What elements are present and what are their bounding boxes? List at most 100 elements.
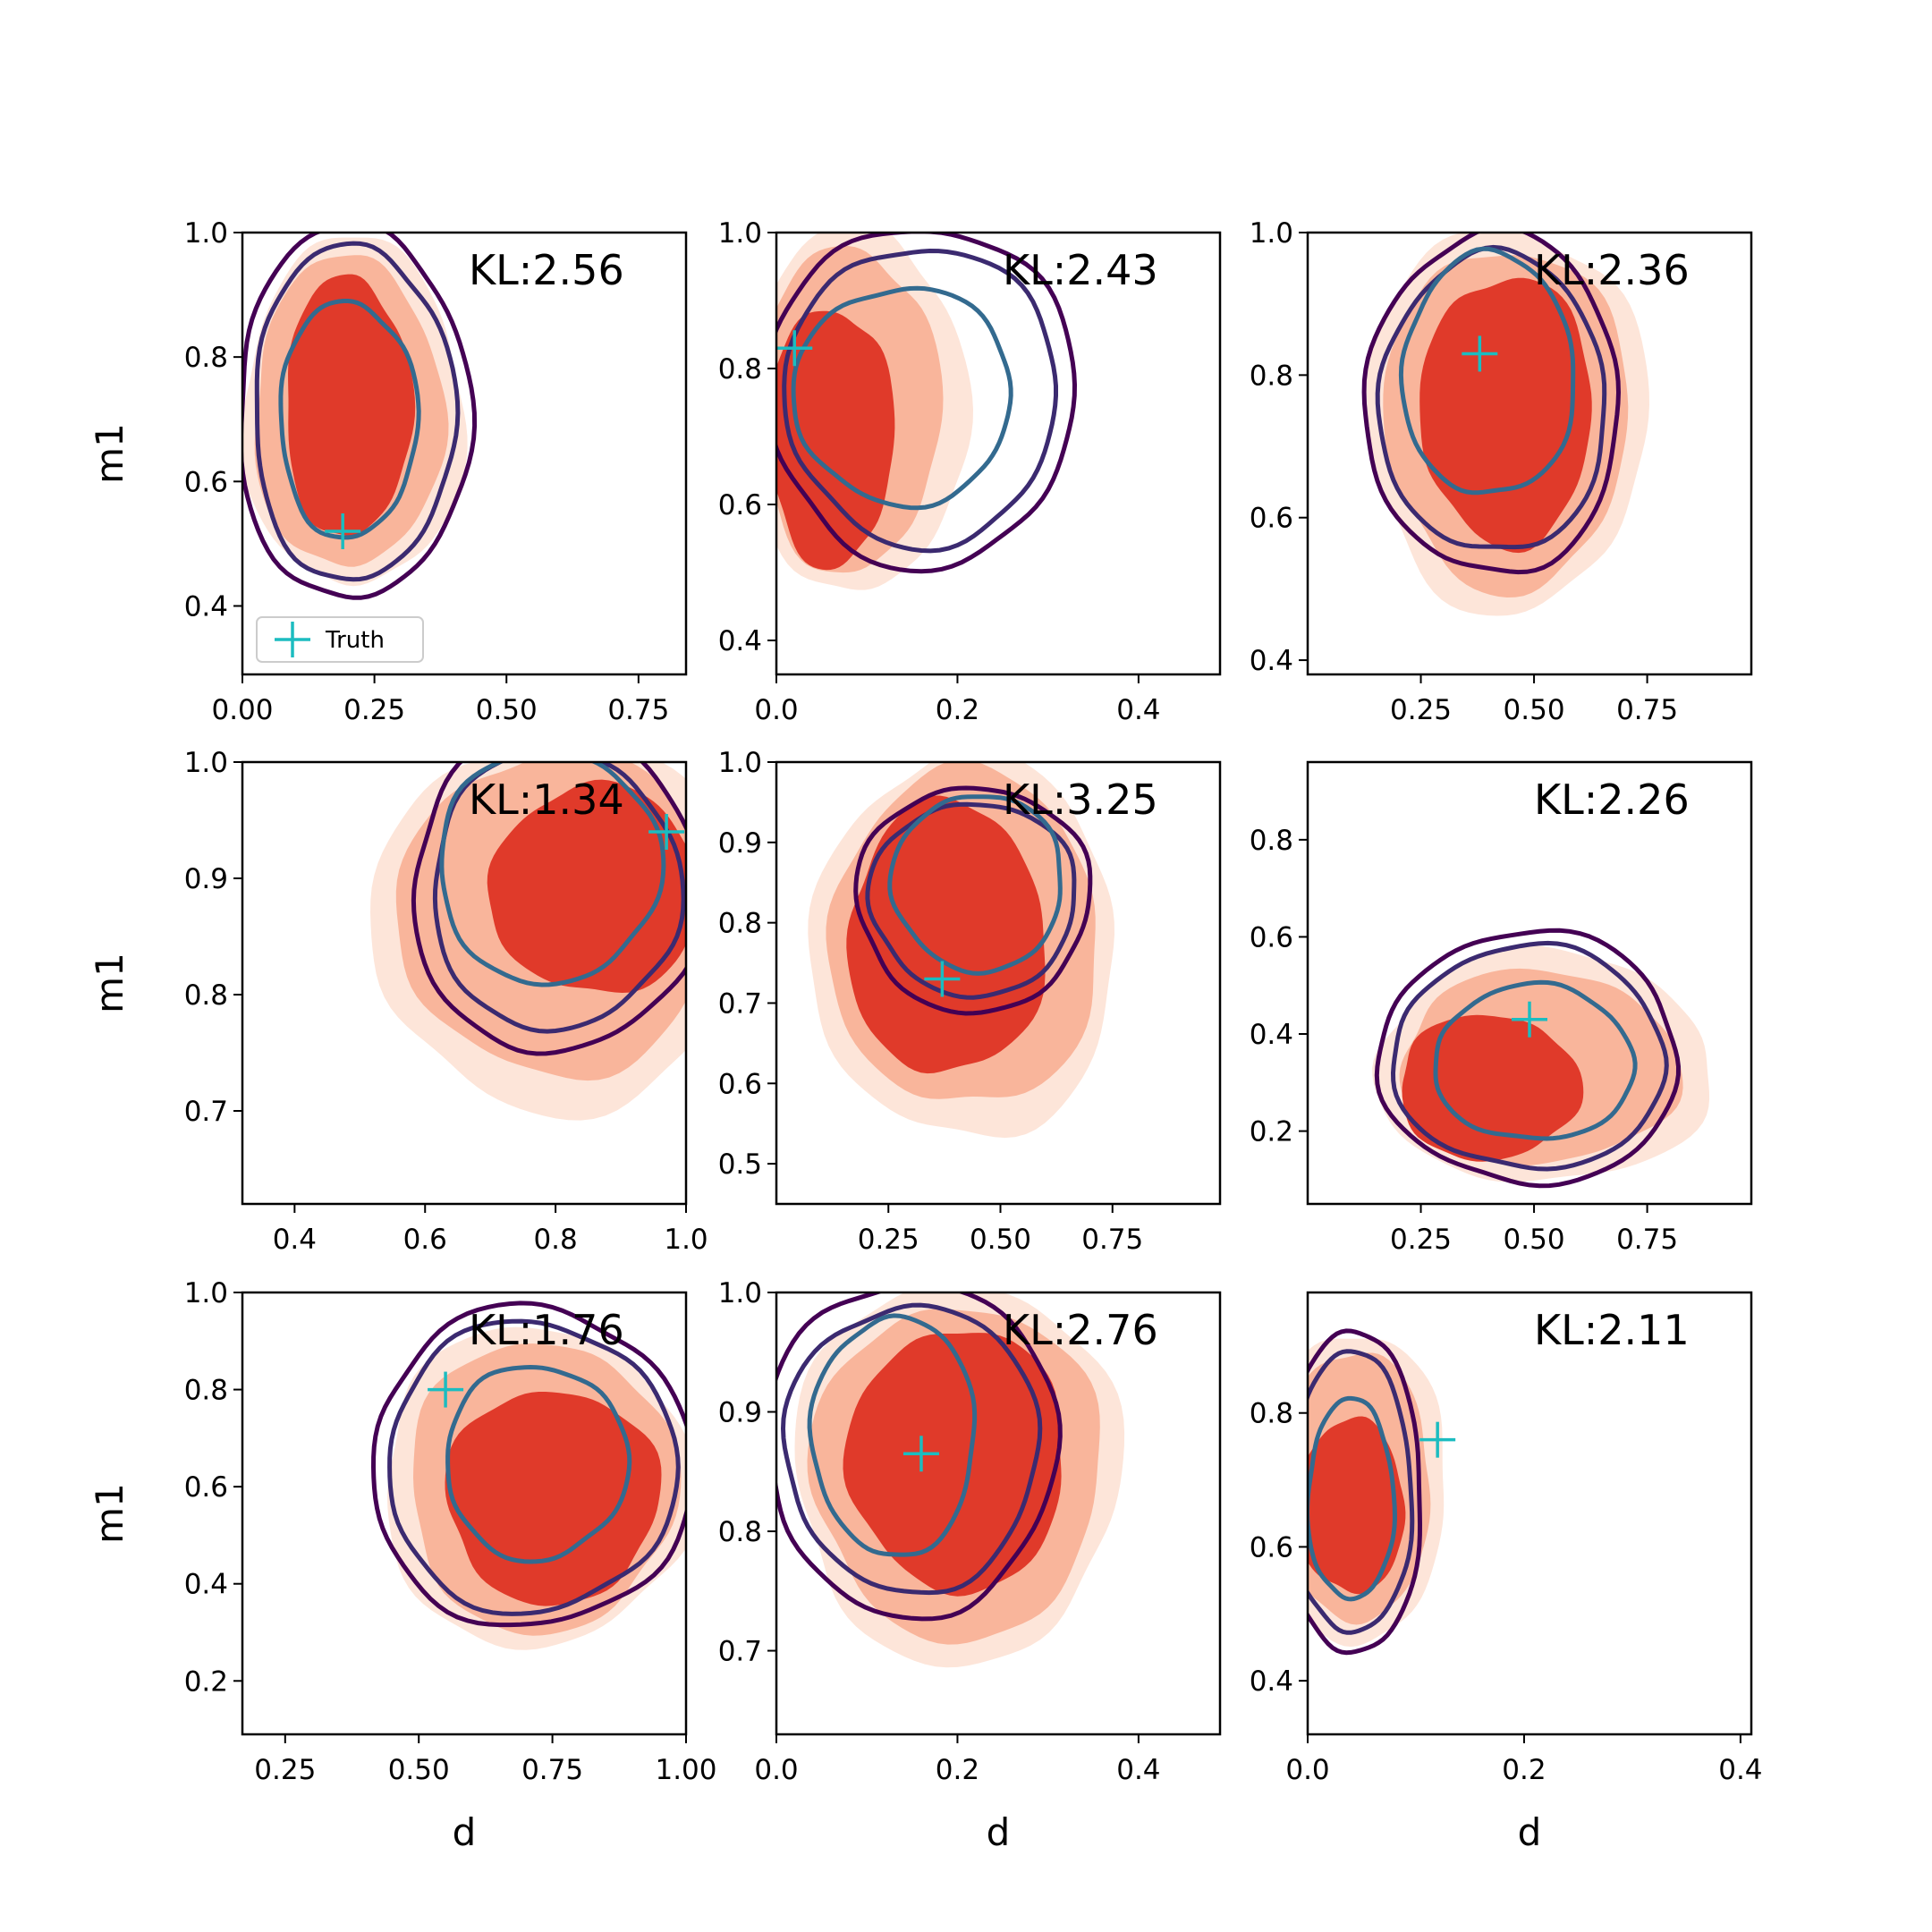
x-tick-label: 0.75: [607, 694, 669, 726]
contour-line-mid: [780, 1302, 1043, 1596]
plot-area: [776, 1292, 1125, 1668]
x-tick-label: 0.75: [1616, 694, 1678, 726]
kl-annotation: KL:1.34: [469, 775, 624, 824]
density-fill-core: [846, 795, 1046, 1074]
x-tick-label: 0.4: [1116, 694, 1160, 726]
kl-annotation: KL:2.76: [1003, 1306, 1158, 1354]
x-tick-label: 0.4: [273, 1224, 317, 1256]
contour-line-mid: [254, 241, 461, 582]
x-tick-label: 0.25: [1390, 694, 1452, 726]
plot-area: [370, 762, 686, 1121]
subplot-8: 0.0 0.2 0.4 0.7 0.8 0.9 1.0 KL:2.76 d: [718, 1277, 1222, 1854]
plot-area: [1372, 928, 1710, 1189]
y-tick-label: 0.4: [184, 590, 228, 623]
legend-truth-marker: [275, 622, 310, 657]
contour-line-inner: [278, 299, 421, 540]
y-tick-label: 0.8: [184, 342, 228, 374]
plot-area: [242, 233, 478, 600]
y-tick-label: 0.8: [1250, 825, 1293, 857]
truth-marker: [1419, 1421, 1456, 1458]
x-axis-label: d: [453, 1810, 477, 1854]
axes-frame: [241, 760, 688, 1206]
subplot-9: 0.0 0.2 0.4 0.4 0.6 0.8 KL:2.11 d: [1250, 1291, 1763, 1854]
density-fill-core: [1419, 277, 1592, 554]
y-axis-label: m1: [88, 953, 131, 1013]
axes-frame: [1306, 231, 1753, 676]
contour-line-outer: [242, 233, 478, 600]
contour-line-inner: [791, 285, 1013, 511]
plot-area: [808, 762, 1114, 1139]
x-tick-label: 0.25: [858, 1224, 919, 1256]
legend: Truth: [256, 616, 424, 663]
y-tick-label: 0.4: [184, 1569, 228, 1601]
y-axis-label: m1: [88, 1483, 131, 1544]
contour-line-outer: [1361, 233, 1622, 575]
contour-line-outer: [1374, 928, 1682, 1189]
contour-line-mid: [1308, 1349, 1415, 1635]
contour-line-mid: [387, 1318, 681, 1616]
contour-line-inner: [1398, 246, 1576, 496]
x-tick-label: 0.6: [403, 1224, 447, 1256]
subplot-3: 0.25 0.50 0.75 0.4 0.6 0.8 1.0 KL:2.36: [1250, 217, 1753, 726]
contour-line-inner: [445, 1364, 632, 1564]
kl-annotation: KL:2.26: [1534, 775, 1690, 824]
x-tick-label: 0.2: [936, 1754, 979, 1786]
x-axis-label: d: [1518, 1810, 1542, 1854]
y-tick-label: 0.4: [1250, 1019, 1293, 1051]
y-tick-label: 0.2: [1250, 1116, 1293, 1148]
y-tick-label: 0.6: [1250, 1531, 1293, 1563]
y-tick-label: 0.8: [184, 1375, 228, 1407]
x-tick-label: 0.50: [476, 694, 538, 726]
kl-annotation: KL:2.43: [1003, 246, 1158, 294]
y-tick-label: 0.2: [184, 1665, 228, 1698]
density-fill-core: [1402, 1014, 1584, 1162]
x-tick-label: 0.2: [936, 694, 979, 726]
y-tick-label: 0.9: [718, 1397, 762, 1429]
y-axis-label: m1: [88, 423, 131, 484]
contour-line-mid: [1375, 244, 1607, 550]
kl-annotation: KL:2.36: [1534, 246, 1690, 294]
y-tick-label: 0.8: [1250, 360, 1293, 392]
axes-frame: [241, 1291, 688, 1736]
contour-line-inner: [807, 1313, 978, 1557]
y-tick-label: 0.5: [718, 1148, 762, 1181]
axes-frame: [1306, 760, 1753, 1206]
y-tick-label: 0.6: [1250, 503, 1293, 535]
y-tick-label: 0.4: [1250, 645, 1293, 677]
x-tick-label: 0.2: [1502, 1754, 1546, 1786]
contour-line-inner: [439, 762, 666, 987]
subplot-1: 0.00 0.25 0.50 0.75 0.4 0.6 0.8 1.0 KL:2.56 m1 Tru…: [88, 217, 688, 726]
truth-marker: [776, 330, 813, 367]
density-fill-core: [776, 310, 895, 571]
contour-line-inner: [1433, 979, 1638, 1141]
kl-annotation: KL:2.56: [469, 246, 624, 294]
y-tick-label: 1.0: [184, 747, 228, 779]
axes-frame: [775, 231, 1222, 676]
x-tick-label: 0.8: [533, 1224, 577, 1256]
y-tick-label: 0.6: [718, 489, 762, 521]
y-tick-label: 0.4: [1250, 1665, 1293, 1698]
contour-line-outer: [370, 1301, 686, 1628]
contour-line-inner: [887, 794, 1063, 976]
y-tick-label: 1.0: [1250, 217, 1293, 250]
subplot-5: 0.25 0.50 0.75 0.5 0.6 0.7 0.8 0.9 1.0 KL:3.25: [718, 747, 1222, 1256]
contour-line-mid: [432, 762, 686, 1034]
y-tick-label: 0.8: [718, 908, 762, 940]
x-tick-label: 1.00: [655, 1754, 716, 1786]
contour-line-outer: [1308, 1328, 1423, 1656]
y-tick-label: 0.7: [184, 1096, 228, 1128]
x-tick-label: 1.0: [664, 1224, 708, 1256]
x-tick-label: 0.0: [1285, 1754, 1329, 1786]
y-tick-label: 0.6: [184, 466, 228, 498]
x-tick-label: 0.25: [254, 1754, 316, 1786]
y-tick-label: 0.8: [184, 979, 228, 1012]
contour-line-mid: [1390, 940, 1669, 1172]
y-tick-label: 0.9: [718, 827, 762, 860]
truth-marker: [924, 961, 961, 997]
x-tick-label: 0.50: [970, 1224, 1031, 1256]
density-fill-core: [288, 274, 416, 536]
x-tick-label: 0.75: [1616, 1224, 1678, 1256]
y-tick-label: 0.8: [718, 1516, 762, 1548]
subplot-4: 0.4 0.6 0.8 1.0 0.7 0.8 0.9 1.0 KL:1.34 m1: [88, 747, 708, 1256]
kl-annotation: KL:2.11: [1534, 1306, 1690, 1354]
